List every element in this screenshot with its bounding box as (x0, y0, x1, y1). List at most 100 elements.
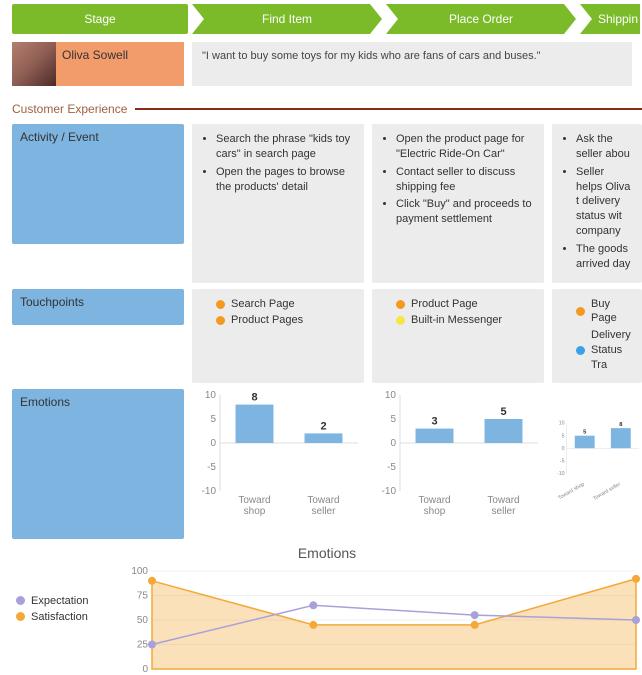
legend-dot-satisfaction (16, 612, 25, 621)
list-item: Search the phrase "kids toy cars" in sea… (216, 132, 354, 162)
legend-expectation: Expectation (16, 595, 118, 607)
svg-text:50: 50 (137, 615, 149, 626)
svg-text:5: 5 (562, 433, 565, 439)
stage-label: Shippin (580, 4, 640, 34)
svg-text:-5: -5 (207, 462, 216, 473)
svg-text:8: 8 (251, 391, 257, 403)
svg-text:seller: seller (492, 506, 517, 517)
row-label-touchpoints: Touchpoints (12, 289, 184, 325)
touchpoints-cell-2: Buy PageDelivery Status Tra (552, 289, 642, 383)
list-item: Ask the seller abou (576, 132, 632, 162)
svg-text:Toward: Toward (238, 495, 270, 506)
legend-dot-expectation (16, 596, 25, 605)
stage-label: Place Order (386, 4, 576, 34)
touchpoint-item: Product Page (396, 297, 534, 312)
svg-text:0: 0 (390, 438, 396, 449)
touchpoint-label: Product Pages (231, 313, 303, 328)
dot-icon (216, 316, 225, 325)
stage-row: Stage Find Item Place Order Shippin (12, 4, 642, 34)
svg-text:shop: shop (424, 506, 446, 517)
touchpoint-label: Delivery Status Tra (591, 328, 632, 373)
avatar (12, 42, 56, 86)
touchpoint-item: Built-in Messenger (396, 313, 534, 328)
persona-card: Oliva Sowell (12, 42, 184, 86)
svg-text:Toward seller: Toward seller (592, 481, 622, 502)
touchpoint-label: Built-in Messenger (411, 313, 502, 328)
line-chart: 100 75 50 25 0 (122, 565, 642, 675)
touchpoint-item: Delivery Status Tra (576, 328, 632, 373)
svg-text:0: 0 (142, 664, 148, 675)
svg-text:5: 5 (583, 429, 587, 435)
list-item: Contact seller to discuss shipping fee (396, 165, 534, 195)
list-item: Open the product page for "Electric Ride… (396, 132, 534, 162)
svg-text:5: 5 (500, 406, 506, 418)
svg-text:3: 3 (431, 415, 437, 427)
persona-quote: "I want to buy some toys for my kids who… (192, 42, 632, 86)
line-chart-legend: Expectation Satisfaction (12, 565, 122, 675)
persona-name: Oliva Sowell (62, 42, 128, 62)
touchpoint-label: Product Page (411, 297, 478, 312)
stage-header: Stage (12, 4, 188, 34)
dot-icon (396, 300, 405, 309)
stage-label: Find Item (192, 4, 382, 34)
touchpoint-label: Search Page (231, 297, 295, 312)
legend-label: Satisfaction (31, 611, 88, 623)
row-label-emotions: Emotions (12, 389, 184, 539)
touchpoint-label: Buy Page (591, 297, 632, 327)
svg-text:100: 100 (131, 566, 148, 577)
svg-text:75: 75 (137, 590, 149, 601)
touchpoint-item: Search Page (216, 297, 354, 312)
svg-text:seller: seller (312, 506, 337, 517)
svg-text:-5: -5 (560, 458, 565, 464)
legend-label: Expectation (31, 595, 88, 607)
touchpoints-cell-1: Product PageBuilt-in Messenger (372, 289, 544, 383)
list-item: Click "Buy" and proceeds to payment sett… (396, 197, 534, 227)
stage-shipping: Shippin (580, 4, 640, 34)
stage-place-order: Place Order (386, 4, 576, 34)
dot-icon (576, 307, 585, 316)
emotions-row: Emotions 1050-5-108Towardshop2Towardsell… (12, 389, 642, 539)
svg-text:-10: -10 (557, 471, 565, 477)
row-label-activity: Activity / Event (12, 124, 184, 244)
stage-find-item: Find Item (192, 4, 382, 34)
svg-text:10: 10 (205, 390, 217, 401)
emotions-chart-1: 1050-5-103Towardshop5Towardseller (372, 389, 544, 539)
svg-text:8: 8 (619, 422, 623, 428)
svg-text:0: 0 (562, 446, 565, 452)
svg-text:10: 10 (385, 390, 397, 401)
activity-cell-2: Ask the seller abouSeller helps Oliva t … (552, 124, 642, 283)
activity-cell-1: Open the product page for "Electric Ride… (372, 124, 544, 283)
emotions-chart-2: 10 5 0 -5 -10 5 Toward shop 8 Toward seller (552, 389, 642, 539)
dot-icon (396, 316, 405, 325)
dot-icon (216, 300, 225, 309)
svg-text:Toward shop: Toward shop (557, 481, 586, 501)
touchpoints-row: Touchpoints Search PageProduct Pages Pro… (12, 289, 642, 383)
svg-text:Toward: Toward (487, 495, 519, 506)
activity-cell-0: Search the phrase "kids toy cars" in sea… (192, 124, 364, 283)
emotions-chart-0: 1050-5-108Towardshop2Towardseller (192, 389, 364, 539)
svg-text:-10: -10 (202, 486, 217, 497)
list-item: Seller helps Oliva t delivery status wit… (576, 165, 632, 239)
legend-satisfaction: Satisfaction (16, 611, 118, 623)
svg-text:shop: shop (244, 506, 266, 517)
section-divider (135, 108, 642, 110)
svg-text:5: 5 (390, 414, 396, 425)
svg-text:-10: -10 (382, 486, 397, 497)
touchpoint-item: Buy Page (576, 297, 632, 327)
svg-text:25: 25 (137, 639, 149, 650)
svg-text:Toward: Toward (307, 495, 339, 506)
svg-text:0: 0 (210, 438, 216, 449)
svg-text:-5: -5 (387, 462, 396, 473)
line-chart-row: Expectation Satisfaction 100 75 50 25 0 (12, 565, 642, 675)
svg-text:Toward: Toward (418, 495, 450, 506)
section-title: Customer Experience (12, 102, 127, 116)
touchpoints-cell-0: Search PageProduct Pages (192, 289, 364, 383)
list-item: The goods arrived day (576, 242, 632, 272)
persona-row: Oliva Sowell "I want to buy some toys fo… (12, 42, 642, 86)
svg-text:5: 5 (210, 414, 216, 425)
svg-text:10: 10 (559, 421, 565, 427)
touchpoint-item: Product Pages (216, 313, 354, 328)
journey-map: Stage Find Item Place Order Shippin Oliv… (0, 0, 642, 675)
section-heading: Customer Experience (12, 102, 642, 116)
dot-icon (576, 346, 585, 355)
